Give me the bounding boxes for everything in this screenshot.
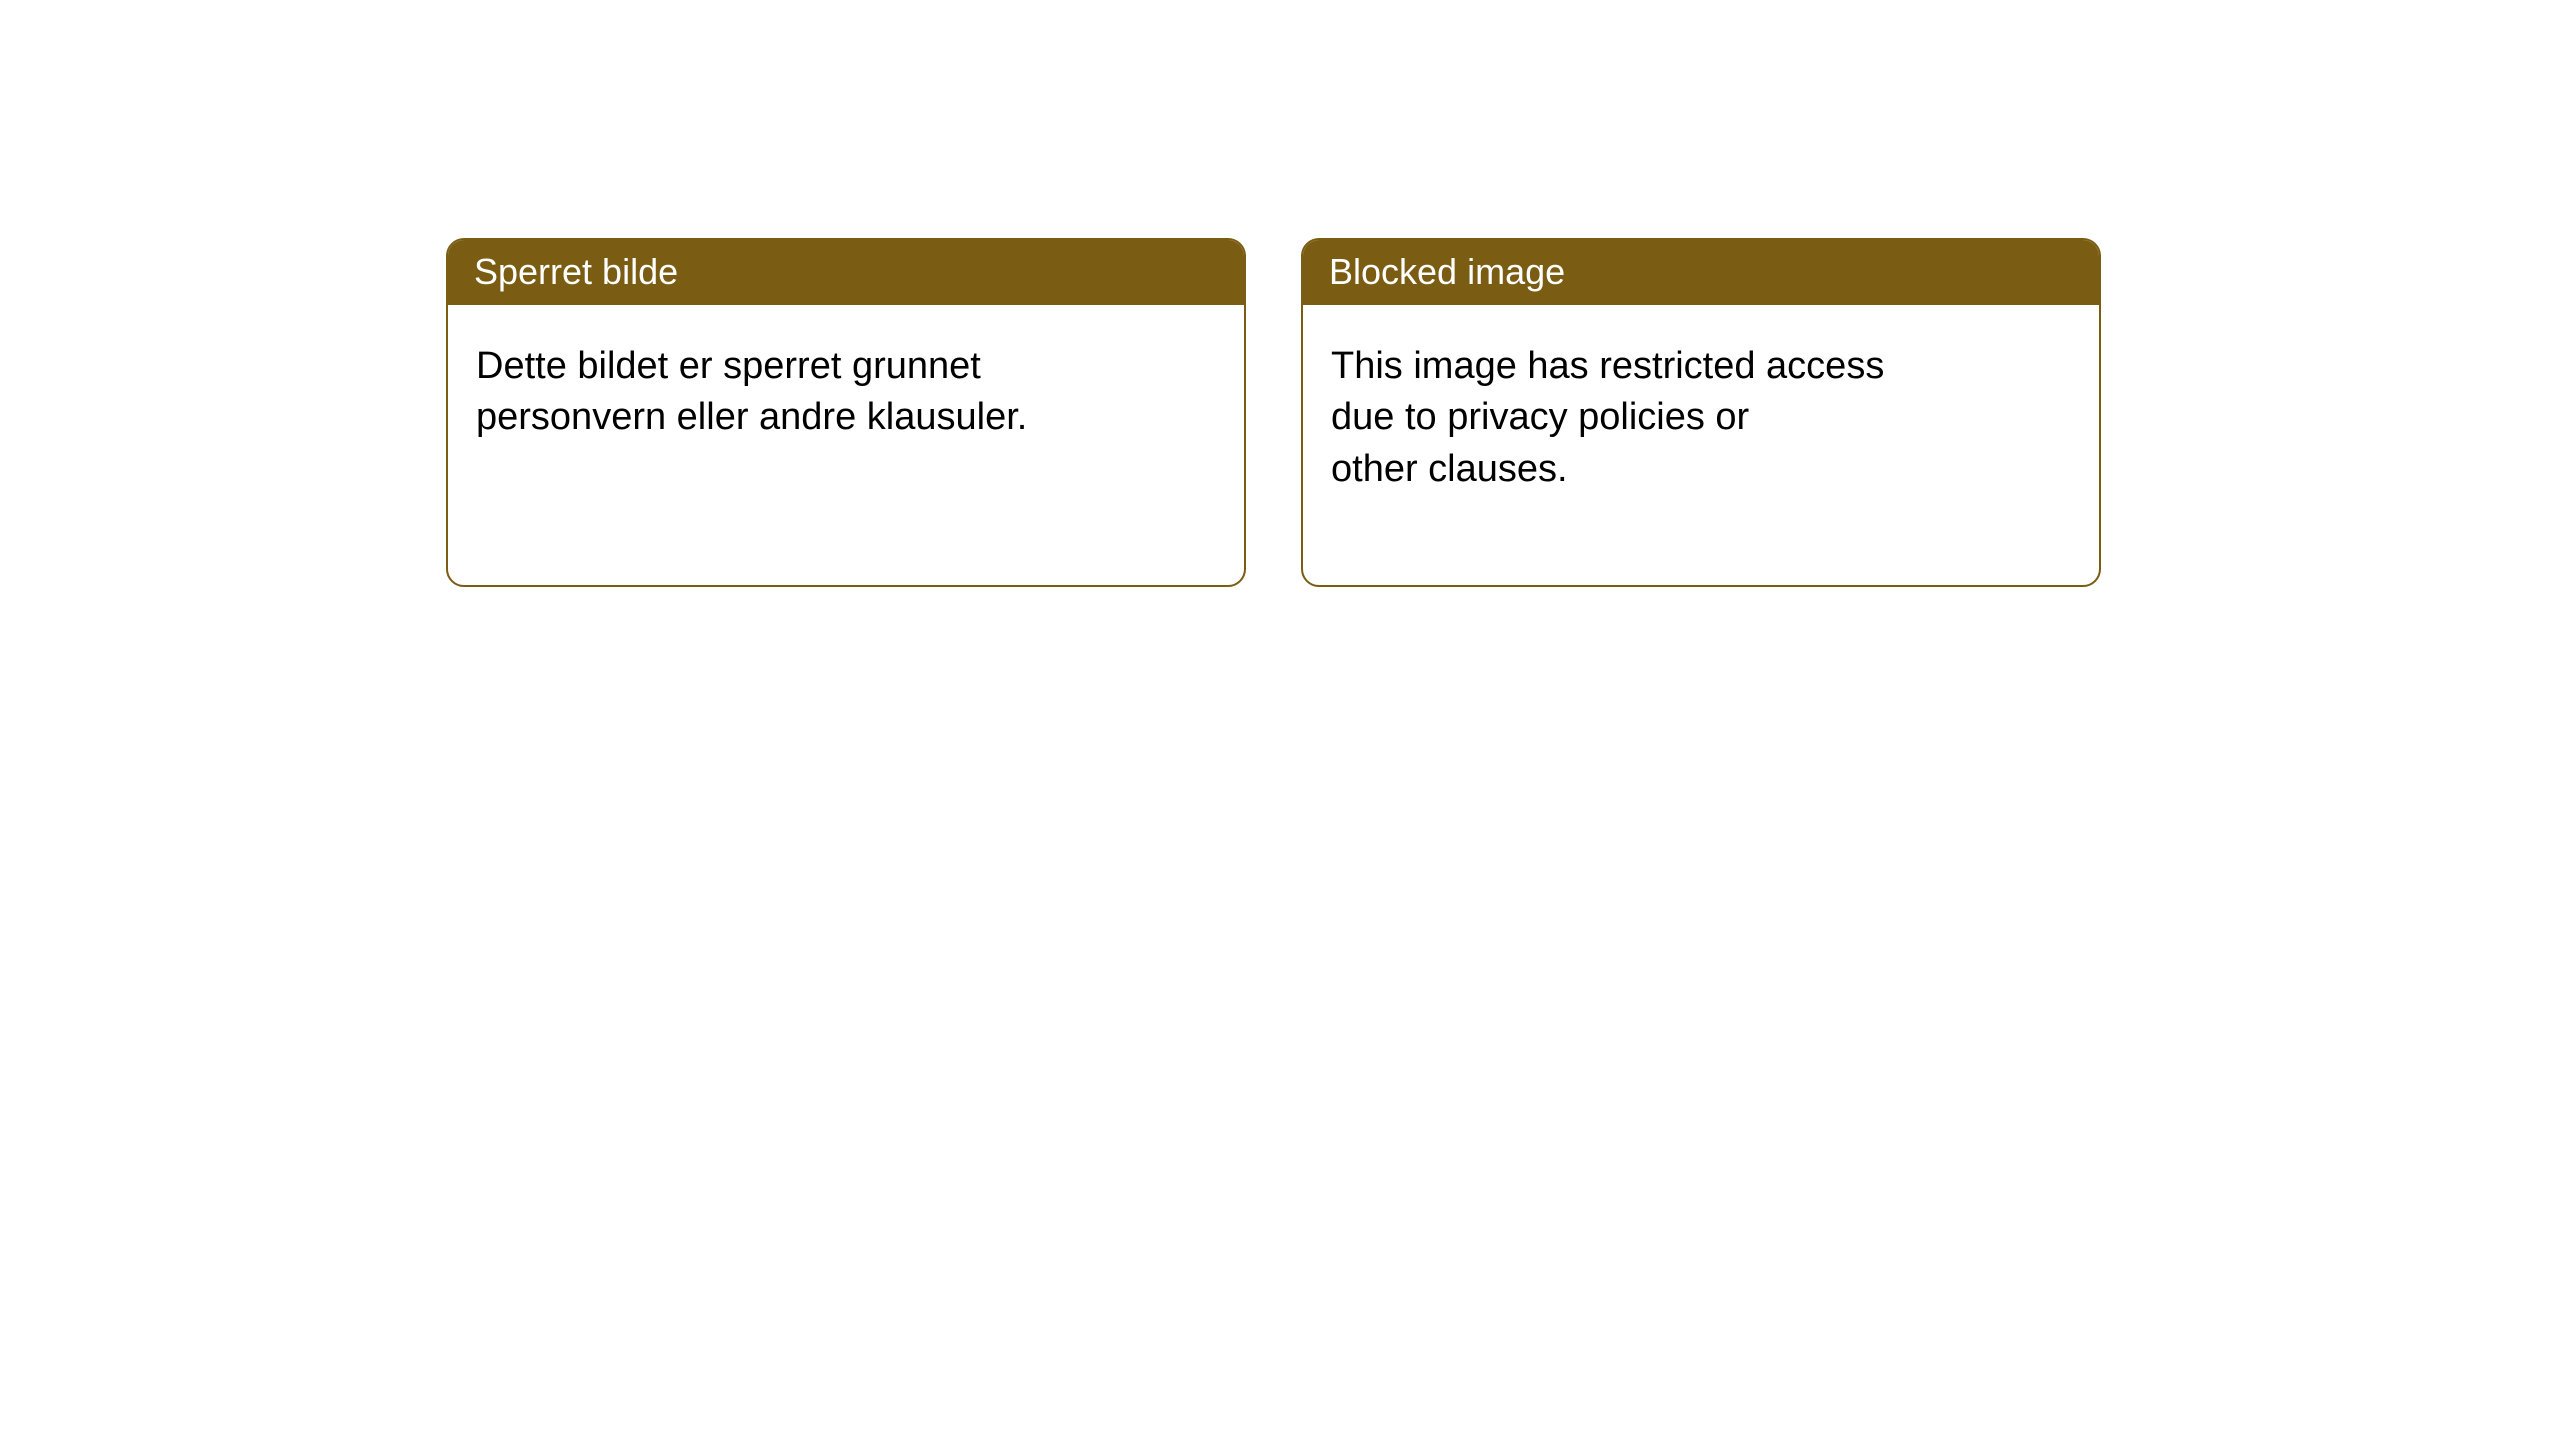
notice-title-english: Blocked image	[1303, 240, 2099, 305]
notice-container: Sperret bilde Dette bildet er sperret gr…	[0, 0, 2560, 587]
notice-card-norwegian: Sperret bilde Dette bildet er sperret gr…	[446, 238, 1246, 587]
notice-title-norwegian: Sperret bilde	[448, 240, 1244, 305]
notice-card-english: Blocked image This image has restricted …	[1301, 238, 2101, 587]
notice-body-norwegian: Dette bildet er sperret grunnet personve…	[448, 305, 1128, 534]
notice-body-english: This image has restricted access due to …	[1303, 305, 1983, 585]
